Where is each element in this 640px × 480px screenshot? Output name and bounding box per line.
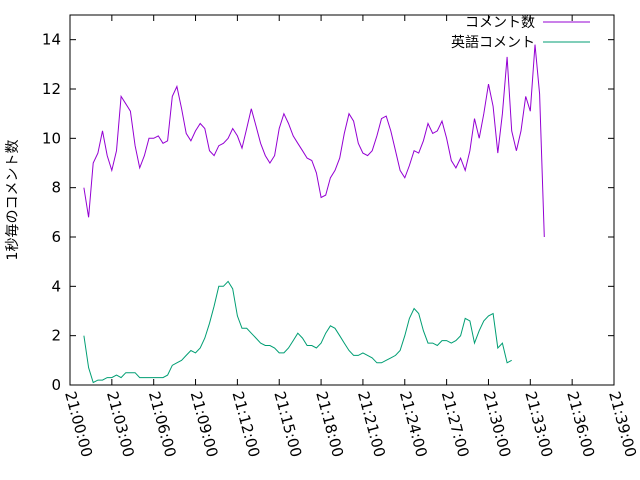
series-line-1	[83, 44, 545, 238]
plot-frame	[69, 14, 615, 386]
x-tick-label: 21:24:00	[396, 389, 431, 459]
y-tick-label: 8	[51, 179, 61, 197]
x-tick-label: 21:18:00	[312, 389, 347, 459]
axes	[69, 14, 615, 386]
tick-labels: 0 2 4 6 8 10 12 14 21:00:00 21:03:00 21:06:00 21:09…	[42, 31, 640, 459]
x-tick-label: 21:12:00	[229, 389, 264, 459]
y-tick-label: 6	[51, 228, 61, 246]
x-tick-label: 21:00:00	[61, 389, 96, 459]
x-tick-label: 21:30:00	[480, 389, 515, 459]
y-tick-label: 12	[42, 80, 61, 98]
x-tick-label: 21:03:00	[103, 389, 138, 459]
x-tick-label: 21:36:00	[563, 389, 598, 459]
y-tick-label: 14	[42, 31, 61, 49]
x-tick-label: 21:06:00	[145, 389, 180, 459]
y-tick-label: 2	[51, 327, 61, 345]
x-tick-label: 21:33:00	[521, 389, 556, 459]
tick-marks	[69, 15, 615, 386]
x-tick-label: 21:27:00	[438, 389, 473, 459]
y-axis-label: 1秒毎のコメント数	[5, 140, 21, 261]
x-tick-label: 21:39:00	[605, 389, 640, 459]
legend-label-2: 英語コメント	[451, 34, 535, 51]
x-tick-label: 21:15:00	[270, 389, 305, 459]
y-tick-label: 10	[42, 129, 61, 147]
legend-label-1: コメント数	[465, 15, 535, 31]
x-tick-label: 21:21:00	[354, 389, 389, 459]
series-line-2	[83, 280, 512, 384]
x-tick-label: 21:09:00	[187, 389, 222, 459]
y-tick-label: 0	[51, 376, 61, 394]
series-lines	[83, 44, 545, 384]
y-tick-label: 4	[51, 277, 61, 295]
